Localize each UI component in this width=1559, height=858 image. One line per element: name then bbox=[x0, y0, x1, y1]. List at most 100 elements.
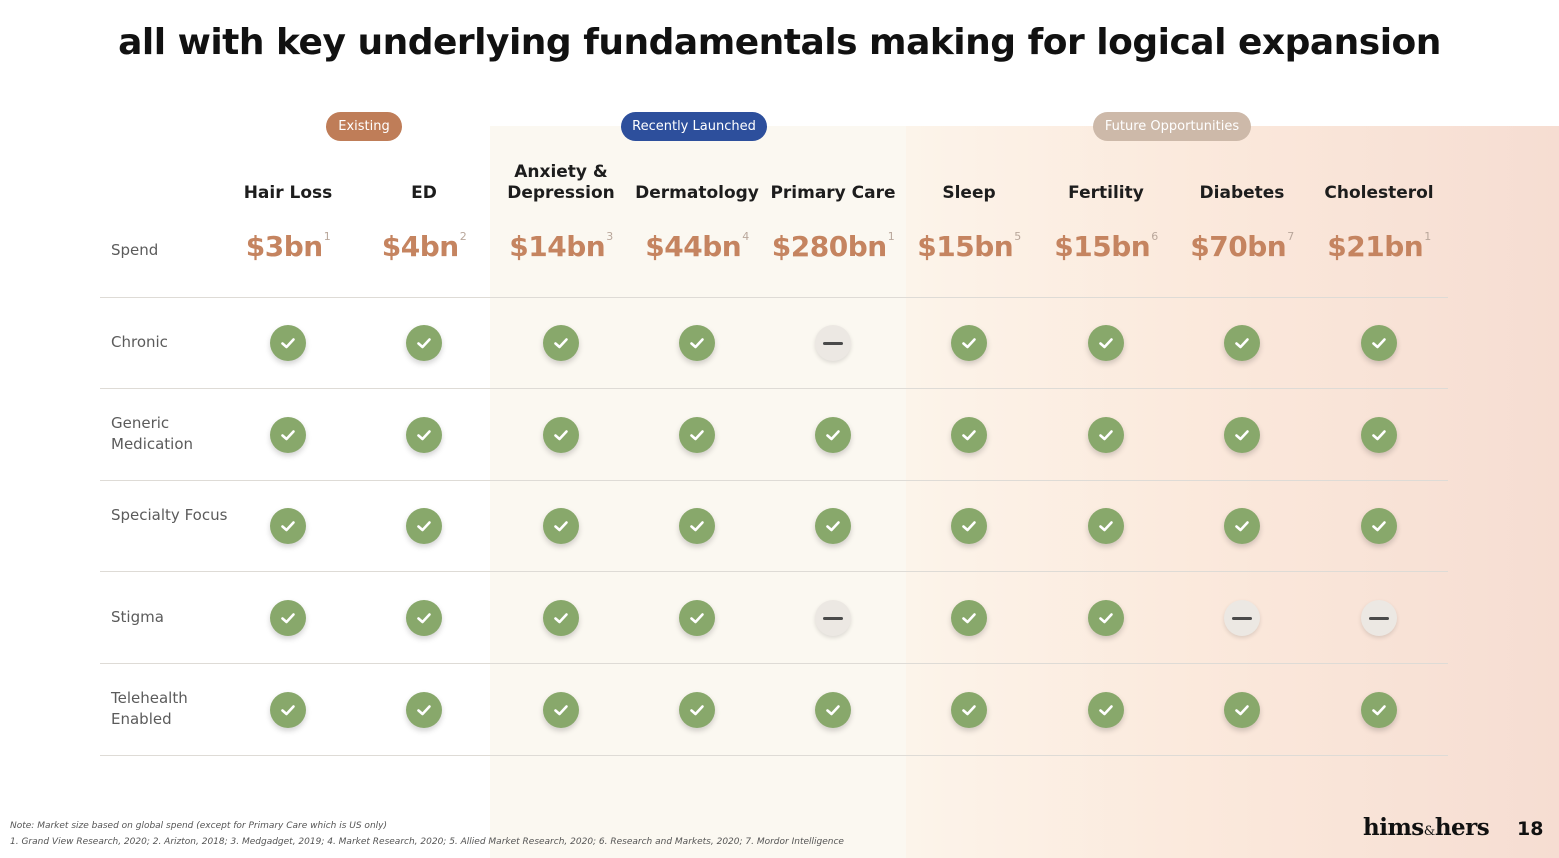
column-header: Anxiety & Depression bbox=[507, 162, 615, 203]
check-icon bbox=[406, 600, 442, 636]
spend-value: $15bn5 bbox=[901, 230, 1037, 263]
spend-footnote: 3 bbox=[606, 230, 613, 243]
check-icon bbox=[1361, 508, 1397, 544]
row-label: Specialty Focus bbox=[111, 506, 228, 524]
spend-amount: $3bn bbox=[245, 230, 323, 263]
hims-hers-logo: hims&hers bbox=[1363, 814, 1490, 841]
check-icon bbox=[1088, 600, 1124, 636]
spend-value: $280bn1 bbox=[765, 230, 901, 263]
row-label: Chronic bbox=[111, 333, 168, 351]
spend-amount: $14bn bbox=[509, 230, 606, 263]
check-icon bbox=[543, 692, 579, 728]
check-icon bbox=[1224, 417, 1260, 453]
spend-value: $3bn1 bbox=[220, 230, 356, 263]
spend-value: $70bn7 bbox=[1174, 230, 1310, 263]
future-opportunities-badge: Future Opportunities bbox=[1093, 112, 1251, 141]
future-background bbox=[906, 126, 1559, 858]
check-icon bbox=[679, 325, 715, 361]
check-icon bbox=[1361, 417, 1397, 453]
check-icon bbox=[1088, 508, 1124, 544]
check-icon bbox=[951, 508, 987, 544]
check-icon bbox=[1224, 325, 1260, 361]
check-icon bbox=[270, 325, 306, 361]
column-header: Fertility bbox=[1068, 183, 1144, 203]
spend-amount: $21bn bbox=[1327, 230, 1424, 263]
check-icon bbox=[1088, 325, 1124, 361]
check-icon bbox=[951, 600, 987, 636]
check-icon bbox=[406, 692, 442, 728]
spend-amount: $70bn bbox=[1190, 230, 1287, 263]
dash-icon bbox=[1224, 600, 1260, 636]
market-note: Note: Market size based on global spend … bbox=[10, 821, 387, 831]
check-icon bbox=[543, 600, 579, 636]
check-icon bbox=[951, 417, 987, 453]
check-icon bbox=[1224, 508, 1260, 544]
check-icon bbox=[406, 508, 442, 544]
row-divider bbox=[100, 480, 1448, 481]
check-icon bbox=[1088, 417, 1124, 453]
column-header: Dermatology bbox=[635, 183, 759, 203]
check-icon bbox=[679, 508, 715, 544]
row-divider bbox=[100, 755, 1448, 756]
dash-icon bbox=[815, 325, 851, 361]
spend-footnote: 1 bbox=[323, 230, 331, 243]
dash-icon bbox=[815, 600, 851, 636]
spend-value: $44bn4 bbox=[629, 230, 765, 263]
launched-background bbox=[490, 126, 906, 858]
row-label: Telehealth Enabled bbox=[111, 689, 188, 728]
spend-amount: $280bn bbox=[771, 230, 887, 263]
spend-footnote: 7 bbox=[1287, 230, 1294, 243]
spend-footnote: 4 bbox=[742, 230, 749, 243]
spend-value: $4bn2 bbox=[356, 230, 492, 263]
check-icon bbox=[406, 325, 442, 361]
spend-footnote: 5 bbox=[1014, 230, 1021, 243]
check-icon bbox=[1088, 692, 1124, 728]
check-icon bbox=[951, 325, 987, 361]
row-label: Stigma bbox=[111, 608, 164, 626]
check-icon bbox=[679, 417, 715, 453]
row-divider bbox=[100, 297, 1448, 298]
check-icon bbox=[543, 508, 579, 544]
page-number: 18 bbox=[1517, 818, 1544, 840]
check-icon bbox=[543, 417, 579, 453]
check-icon bbox=[543, 325, 579, 361]
check-icon bbox=[679, 692, 715, 728]
spend-amount: $15bn bbox=[1054, 230, 1151, 263]
dash-icon bbox=[1361, 600, 1397, 636]
check-icon bbox=[1361, 325, 1397, 361]
column-header: Primary Care bbox=[770, 183, 896, 203]
check-icon bbox=[679, 600, 715, 636]
check-icon bbox=[270, 692, 306, 728]
recently-launched-badge: Recently Launched bbox=[621, 112, 767, 141]
column-header: Diabetes bbox=[1199, 183, 1285, 203]
column-header: Sleep bbox=[942, 183, 996, 203]
row-divider bbox=[100, 388, 1448, 389]
column-header: ED bbox=[411, 183, 437, 203]
spend-footnote: 6 bbox=[1151, 230, 1158, 243]
spend-amount: $15bn bbox=[917, 230, 1014, 263]
check-icon bbox=[270, 600, 306, 636]
spend-label: Spend bbox=[111, 241, 159, 259]
check-icon bbox=[270, 508, 306, 544]
column-header: Hair Loss bbox=[243, 183, 333, 203]
check-icon bbox=[951, 692, 987, 728]
check-icon bbox=[270, 417, 306, 453]
spend-amount: $4bn bbox=[381, 230, 459, 263]
column-header: Cholesterol bbox=[1324, 183, 1434, 203]
spend-value: $21bn1 bbox=[1311, 230, 1447, 263]
row-label: Generic Medication bbox=[111, 414, 194, 453]
spend-footnote: 1 bbox=[1424, 230, 1431, 243]
spend-footnote: 2 bbox=[459, 230, 467, 243]
spend-value: $14bn3 bbox=[493, 230, 629, 263]
footnotes: Note: Market size based on global spend … bbox=[10, 818, 844, 850]
source-list: 1. Grand View Research, 2020; 2. Arizton… bbox=[10, 837, 844, 847]
row-divider bbox=[100, 571, 1448, 572]
check-icon bbox=[406, 417, 442, 453]
page-title: all with key underlying fundamentals mak… bbox=[118, 22, 1441, 63]
row-divider bbox=[100, 663, 1448, 664]
existing-badge: Existing bbox=[326, 112, 402, 141]
check-icon bbox=[815, 417, 851, 453]
spend-value: $15bn6 bbox=[1038, 230, 1174, 263]
spend-amount: $44bn bbox=[645, 230, 742, 263]
check-icon bbox=[1361, 692, 1397, 728]
